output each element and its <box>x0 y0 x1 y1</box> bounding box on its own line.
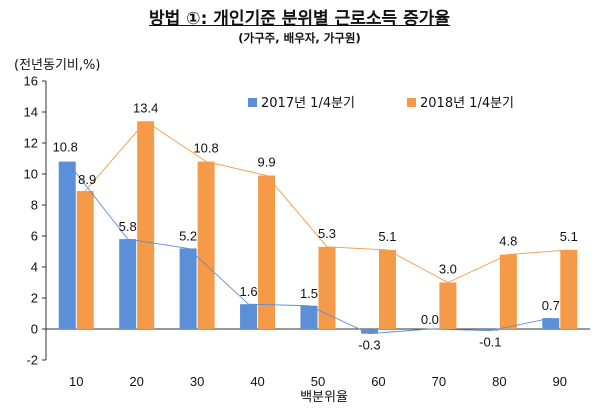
x-tick-label: 80 <box>492 374 506 389</box>
bar-series1-20 <box>119 239 137 329</box>
legend-swatch-2 <box>407 98 416 107</box>
data-label-series1-20: 5.8 <box>119 219 137 234</box>
data-labels: 10.8 5.8 5.2 1.6 1.5 -0.3 0.0 -0.1 0.7 8.9 13.4 10.… <box>53 100 578 352</box>
data-label-series2-50: 5.3 <box>318 226 336 241</box>
series-line-2 <box>84 120 569 284</box>
y-tick-label: 0 <box>31 322 38 337</box>
bar-series2-50 <box>318 246 336 329</box>
x-tick-label: 50 <box>311 374 325 389</box>
y-tick-label: 6 <box>31 229 38 244</box>
series-lines <box>66 120 569 335</box>
bar-series1-90 <box>542 318 560 329</box>
bar-series1-30 <box>179 248 197 329</box>
x-tick-label: 30 <box>190 374 204 389</box>
data-label-series1-90: 0.7 <box>542 298 560 313</box>
data-label-series1-50: 1.5 <box>300 286 318 301</box>
series-line-1 <box>66 161 551 335</box>
chart-title: 방법 ①: 개인기준 분위별 근로소득 증가율 <box>148 9 451 29</box>
y-tick-label: -2 <box>26 353 38 368</box>
data-label-series1-70: 0.0 <box>421 312 439 327</box>
data-label-series1-40: 1.6 <box>240 284 258 299</box>
bar-series2-40 <box>258 175 276 329</box>
y-tick-label: 4 <box>31 260 38 275</box>
y-axis-unit-label: (전년동기비,%) <box>14 58 101 73</box>
bar-series2-10 <box>76 191 94 329</box>
bars <box>58 121 578 334</box>
bar-series2-90 <box>560 249 578 329</box>
data-label-series2-80: 4.8 <box>499 234 517 249</box>
data-label-series2-90: 5.1 <box>560 229 578 244</box>
legend-swatch-1 <box>248 98 257 107</box>
data-label-series2-20: 13.4 <box>133 100 158 115</box>
bar-series1-50 <box>300 305 318 329</box>
legend-label-1: 2017년 1/4분기 <box>261 96 355 111</box>
bar-series1-40 <box>240 304 258 329</box>
data-label-series2-40: 9.9 <box>258 155 276 170</box>
bar-series2-30 <box>197 161 215 329</box>
data-label-series1-60: -0.3 <box>358 338 380 353</box>
y-tick-label: 10 <box>24 167 38 182</box>
bar-series2-70 <box>439 282 457 329</box>
data-label-series2-30: 10.8 <box>193 141 218 156</box>
bar-series1-10 <box>58 161 76 329</box>
bar-series2-20 <box>137 121 155 329</box>
x-tick-label: 40 <box>250 374 264 389</box>
y-tick-label: 2 <box>31 291 38 306</box>
bar-series1-60 <box>360 329 378 334</box>
data-label-series1-10: 10.8 <box>53 140 78 155</box>
y-tick-label: 8 <box>31 198 38 213</box>
y-tick-label: 16 <box>24 74 38 89</box>
x-tick-label: 20 <box>129 374 143 389</box>
y-tick-label: 14 <box>24 105 38 120</box>
y-tick-label: 12 <box>24 136 38 151</box>
bar-series2-60 <box>378 249 396 329</box>
x-tick-label: 90 <box>553 374 567 389</box>
data-label-series1-30: 5.2 <box>179 228 197 243</box>
bar-series1-80 <box>481 329 499 331</box>
x-tick-label: 60 <box>371 374 385 389</box>
data-label-series2-10: 8.9 <box>78 172 96 187</box>
data-label-series2-70: 3.0 <box>439 262 457 277</box>
axes: -2 0 2 4 6 8 10 12 14 16 10 20 30 40 50 60 70 80 90 <box>24 74 590 389</box>
x-tick-label: 10 <box>69 374 83 389</box>
x-tick-label: 70 <box>432 374 446 389</box>
legend: 2017년 1/4분기 2018년 1/4분기 <box>248 96 514 111</box>
data-label-series2-60: 5.1 <box>378 229 396 244</box>
data-label-series1-80: -0.1 <box>479 335 501 350</box>
chart-subtitle: (가구주, 배우자, 가구원) <box>238 31 361 45</box>
bar-series2-80 <box>499 254 517 329</box>
x-axis-title: 백분위율 <box>300 390 348 405</box>
legend-label-2: 2018년 1/4분기 <box>420 96 514 111</box>
